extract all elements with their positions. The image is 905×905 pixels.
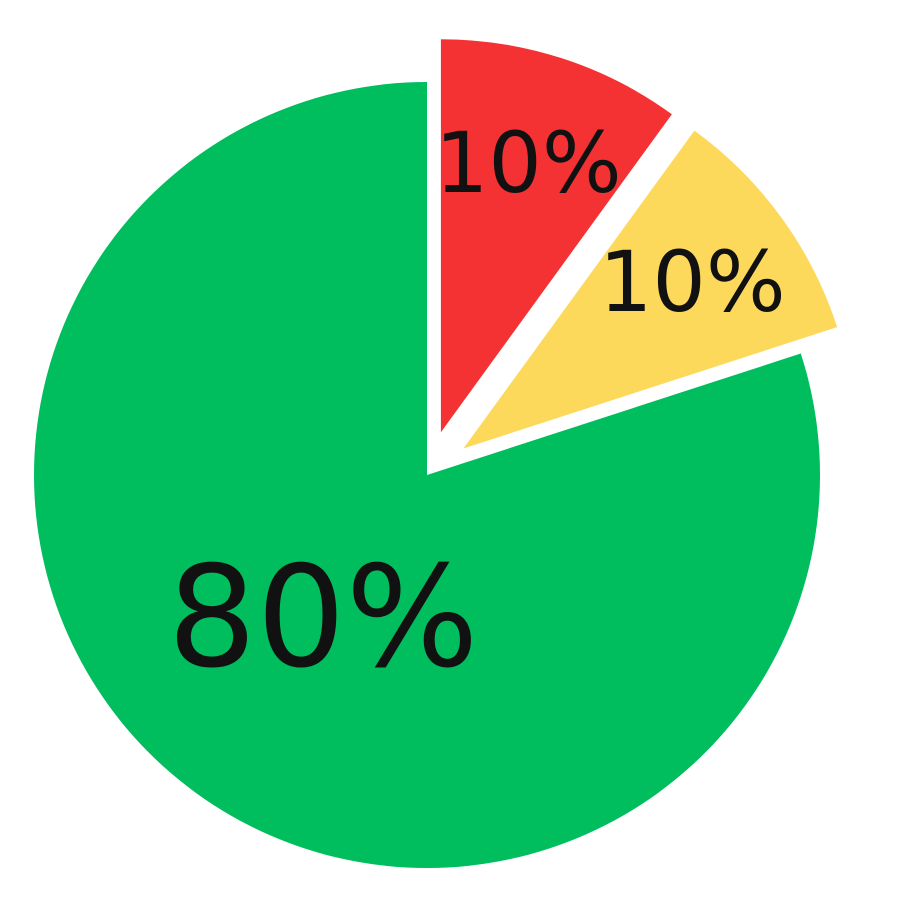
pie-slice-1	[463, 130, 838, 449]
pie-slice-2	[33, 82, 820, 869]
slice-label-2: 80%	[167, 537, 478, 700]
slice-label-1: 10%	[599, 233, 786, 331]
slice-label-0: 10%	[435, 114, 622, 212]
pie-slice-0	[440, 39, 672, 433]
